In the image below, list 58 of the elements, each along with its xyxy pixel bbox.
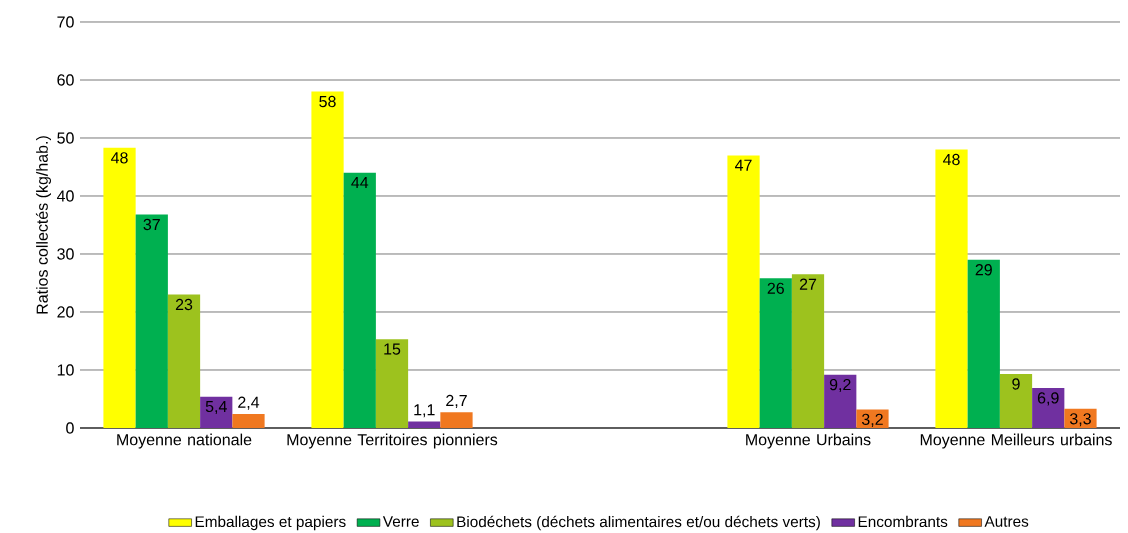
legend-label: Autres bbox=[984, 515, 1029, 527]
bar bbox=[791, 274, 825, 428]
data-label: 48 bbox=[111, 151, 128, 164]
bar bbox=[967, 259, 1000, 428]
bar bbox=[375, 339, 409, 428]
y-tick-label: 70 bbox=[57, 16, 74, 28]
data-label: 5,4 bbox=[205, 400, 227, 414]
y-tick-label: 0 bbox=[66, 422, 74, 434]
bar bbox=[200, 396, 233, 428]
bar bbox=[311, 91, 344, 428]
bar bbox=[440, 412, 473, 428]
data-label: 23 bbox=[175, 298, 193, 311]
data-label: 47 bbox=[735, 159, 752, 171]
x-tick-label: Moyenne nationale bbox=[117, 433, 252, 449]
legend-label: Verre bbox=[382, 515, 419, 527]
x-tick-label: Moyenne Territoires pionniers bbox=[287, 433, 498, 449]
bar bbox=[856, 409, 889, 428]
bar bbox=[824, 374, 857, 428]
data-label: 44 bbox=[351, 176, 369, 188]
legend-label: Emballages et papiers bbox=[195, 515, 346, 530]
bar bbox=[103, 147, 136, 428]
bar bbox=[167, 294, 201, 428]
data-label: 48 bbox=[943, 153, 960, 166]
y-tick-label: 60 bbox=[57, 74, 74, 86]
y-tick-label: 40 bbox=[56, 190, 74, 202]
y-tick-label: 10 bbox=[57, 364, 74, 376]
bar bbox=[343, 172, 376, 428]
bar bbox=[1064, 408, 1097, 428]
data-label: 1,1 bbox=[414, 404, 435, 418]
data-label: 26 bbox=[767, 282, 784, 294]
data-label: 3,2 bbox=[861, 413, 883, 427]
bar bbox=[1032, 387, 1065, 428]
data-label: 29 bbox=[975, 263, 992, 276]
data-label: 9 bbox=[1012, 378, 1020, 390]
bar bbox=[999, 373, 1033, 428]
legend-label: Biodéchets (déchets alimentaires et/ou déchets verts) bbox=[457, 515, 820, 531]
x-tick-label: Moyenne Meilleurs urbains bbox=[920, 433, 1112, 449]
data-label: 15 bbox=[384, 343, 401, 355]
data-label: 27 bbox=[799, 278, 817, 290]
data-label: 58 bbox=[319, 95, 336, 108]
x-tick-label: Moyenne Urbains bbox=[746, 433, 871, 449]
y-axis-title: Ratios collectés (kg/hab.) bbox=[35, 136, 52, 314]
bar bbox=[408, 421, 441, 428]
y-tick-label: 30 bbox=[57, 248, 74, 260]
data-label: 3,3 bbox=[1069, 412, 1091, 427]
bar bbox=[935, 149, 968, 428]
data-label: 2,7 bbox=[446, 394, 467, 408]
data-label: 2,4 bbox=[238, 396, 260, 410]
bar bbox=[759, 278, 792, 428]
bar bbox=[135, 214, 168, 428]
legend-label: Encombrants bbox=[858, 515, 948, 527]
y-tick-label: 20 bbox=[57, 306, 74, 318]
data-label: 9,2 bbox=[829, 378, 851, 392]
bar bbox=[232, 413, 265, 428]
y-tick-label: 50 bbox=[57, 132, 74, 144]
data-label: 6,9 bbox=[1037, 392, 1059, 406]
data-label: 37 bbox=[143, 218, 160, 230]
bar bbox=[727, 155, 760, 428]
